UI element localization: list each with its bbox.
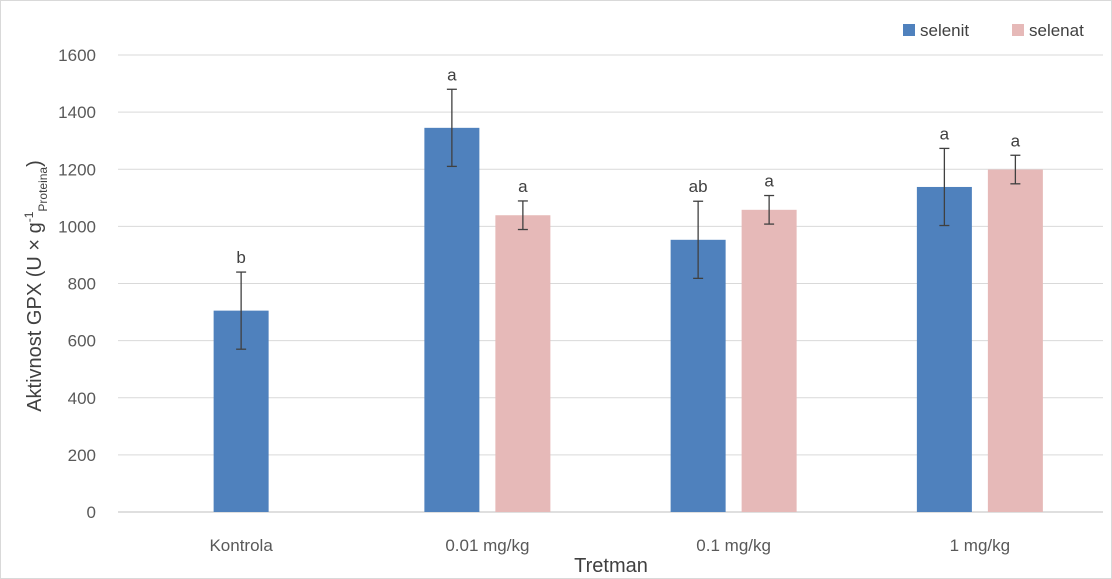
legend-swatch-selenat: [1012, 24, 1024, 36]
y-axis-title-close: ): [24, 160, 46, 167]
bar-selenat: [987, 169, 1043, 512]
bar-selenat: [495, 215, 551, 512]
x-tick-label: 0.01 mg/kg: [445, 536, 529, 555]
y-axis-title-sup: -1: [22, 211, 36, 222]
bar-selenit: [424, 127, 480, 512]
x-axis-title: Tretman: [574, 555, 648, 577]
legend: selenit selenat: [903, 21, 1084, 40]
y-tick-label: 1000: [58, 217, 96, 236]
y-tick-label: 1600: [58, 46, 96, 65]
significance-label: a: [518, 177, 528, 196]
legend-label-selenit: selenit: [920, 21, 969, 40]
significance-label: a: [940, 124, 950, 143]
legend-swatch-selenit: [903, 24, 915, 36]
significance-label: a: [447, 65, 457, 84]
significance-label: b: [236, 248, 245, 267]
y-tick-label: 1200: [58, 160, 96, 179]
significance-label: a: [1011, 131, 1021, 150]
legend-label-selenat: selenat: [1029, 21, 1084, 40]
bars: [213, 127, 1043, 513]
x-tick-label: 1 mg/kg: [950, 536, 1010, 555]
y-tick-label: 200: [68, 446, 96, 465]
y-tick-label: 400: [68, 389, 96, 408]
y-tick-label: 800: [68, 275, 96, 294]
y-axis-title-main: Aktivnost GPX (U × g: [24, 222, 46, 412]
x-tick-label: 0.1 mg/kg: [696, 536, 771, 555]
y-axis-title-sub: Proteina: [36, 167, 50, 212]
significance-label: ab: [689, 177, 708, 196]
y-tick-label: 1400: [58, 103, 96, 122]
error-bars: [236, 88, 1021, 350]
bar-selenit: [670, 239, 726, 512]
x-tick-labels: Kontrola 0.01 mg/kg 0.1 mg/kg 1 mg/kg: [209, 536, 1010, 555]
y-axis-title: Aktivnost GPX (U × g-1Proteina): [22, 160, 50, 412]
y-tick-labels: 0 200 400 600 800 1000 1200 1400 1600: [58, 46, 96, 522]
y-tick-label: 600: [68, 332, 96, 351]
bar-selenat: [741, 209, 797, 512]
y-tick-label: 0: [87, 503, 96, 522]
significance-label: a: [764, 172, 774, 191]
bar-selenit: [916, 186, 972, 513]
significance-labels: b a a ab a a a: [236, 65, 1020, 267]
x-tick-label: Kontrola: [209, 536, 273, 555]
